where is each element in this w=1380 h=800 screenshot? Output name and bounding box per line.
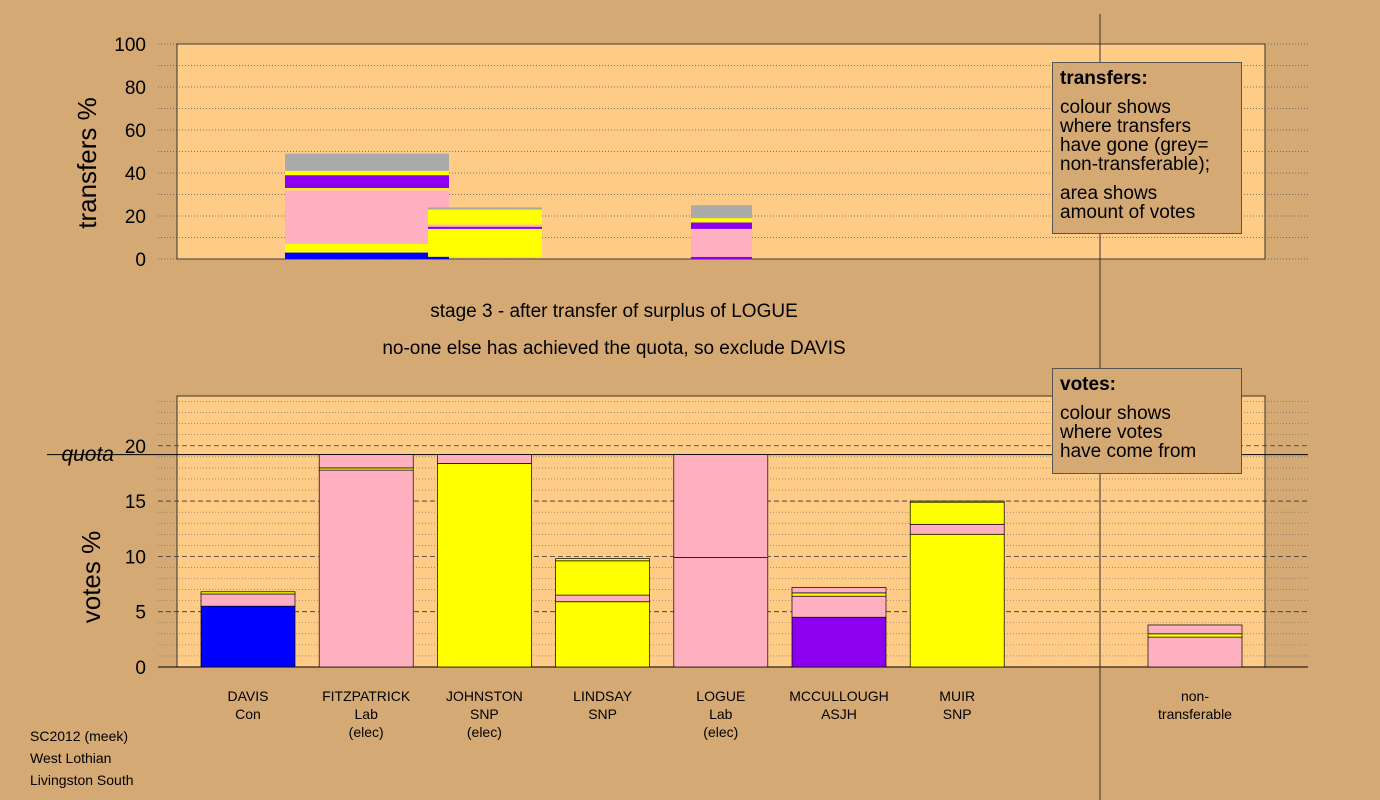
transfer-segment-fitzpatrick — [428, 226, 542, 229]
vote-segment-muir — [909, 523, 1005, 535]
footer-election: SC2012 (meek) — [30, 728, 129, 744]
votes-legend-title: votes: — [1060, 374, 1116, 395]
footer-ward: Livingston South — [30, 772, 134, 788]
transfer-segment-davis — [285, 153, 449, 171]
candidate-party: Lab — [354, 706, 378, 722]
votes-tick-label: 0 — [135, 658, 146, 679]
votes-tick-label: 10 — [125, 547, 146, 568]
candidate-name: JOHNSTON — [446, 688, 523, 704]
votes-axis-label: votes % — [76, 531, 106, 624]
vote-segment-non-transferable — [1147, 624, 1243, 635]
candidate-name: DAVIS — [227, 688, 269, 704]
candidate-label-fitzpatrick: FITZPATRICK Lab (elec) — [306, 687, 426, 741]
stage-title: stage 3 - after transfer of surplus of L… — [430, 301, 798, 322]
transfer-segment-fitzpatrick — [428, 207, 542, 210]
transfer-segment-davis — [285, 170, 449, 176]
transfer-segment-fitzpatrick — [428, 228, 542, 257]
footer-council: West Lothian — [30, 750, 112, 766]
votes-legend: votes: colour shows where votes have com… — [1052, 368, 1242, 474]
vote-segment-mccullough — [791, 616, 887, 668]
transfers-legend-text-2: area shows amount of votes — [1060, 183, 1196, 223]
vote-segment-fitzpatrick — [318, 454, 414, 469]
candidate-label-mccullough: MCCULLOUGH ASJH — [779, 687, 899, 723]
vote-segment-mccullough — [791, 587, 887, 594]
candidate-elected: (elec) — [703, 724, 739, 740]
candidate-label-non-transferable: non-transferable — [1135, 687, 1255, 723]
vote-segment-muir — [909, 500, 1005, 503]
transfer-segment-davis — [285, 190, 449, 244]
candidate-label-muir: MUIR SNP — [897, 687, 1017, 723]
transfers-legend-title: transfers: — [1060, 68, 1148, 89]
vote-segment-davis — [200, 605, 296, 668]
candidate-name: MUIR — [939, 688, 976, 704]
votes-tick-label: 15 — [125, 492, 146, 513]
transfers-legend-text-1: colour shows where transfers have gone (… — [1060, 97, 1210, 175]
candidate-label-lindsay: LINDSAY SNP — [543, 687, 663, 723]
vote-segment-muir — [909, 533, 1005, 668]
quota-label: quota — [61, 443, 114, 466]
candidate-elected: (elec) — [348, 724, 384, 740]
vote-segment-johnston — [437, 463, 532, 668]
vote-segment-lindsay — [555, 601, 650, 668]
candidate-name: MCCULLOUGH — [789, 688, 889, 704]
candidate-party: SNP — [942, 706, 972, 722]
vote-segment-johnston — [437, 454, 532, 464]
vote-segment-mccullough — [791, 592, 887, 597]
candidate-name: LOGUE — [696, 688, 746, 704]
non-transferable-label: non- — [1180, 688, 1210, 704]
candidate-party: SNP — [588, 706, 617, 722]
transfer-segment-logue — [691, 233, 752, 257]
transfers-legend: transfers: colour shows where transfers … — [1052, 62, 1242, 234]
candidate-party: SNP — [469, 706, 499, 722]
transfer-segment-davis — [285, 252, 449, 259]
candidate-party: ASJH — [821, 706, 857, 722]
stage-subtitle: no-one else has achieved the quota, so e… — [382, 338, 846, 359]
candidate-name: FITZPATRICK — [322, 688, 411, 704]
candidate-party: Lab — [709, 706, 733, 722]
candidate-elected: (elec) — [466, 724, 502, 740]
transfer-segment-logue — [691, 228, 752, 234]
vote-segment-muir — [909, 501, 1005, 525]
transfers-tick-label: 80 — [125, 78, 146, 99]
transfer-segment-davis — [285, 243, 449, 253]
vote-segment-fitzpatrick — [318, 469, 414, 668]
vote-segment-lindsay — [555, 594, 650, 603]
vote-segment-non-transferable — [1147, 633, 1243, 638]
candidate-label-johnston: JOHNSTON SNP (elec) — [424, 687, 544, 741]
transfer-segment-davis — [285, 175, 449, 189]
transfer-segment-davis — [285, 188, 449, 191]
candidate-name: LINDSAY — [573, 688, 633, 704]
transfer-segment-logue — [691, 256, 752, 259]
transfers-tick-label: 100 — [114, 35, 146, 56]
vote-segment-mccullough — [791, 595, 887, 618]
candidate-label-davis: DAVIS Con — [188, 687, 308, 723]
transfer-segment-logue — [691, 218, 752, 223]
transfers-tick-label: 20 — [125, 207, 146, 228]
votes-tick-label: 20 — [125, 437, 146, 458]
votes-legend-text: colour shows where votes have come from — [1060, 403, 1197, 462]
vote-segment-lindsay — [555, 558, 650, 562]
candidate-party: Con — [235, 706, 261, 722]
vote-segment-davis — [200, 591, 296, 595]
transfers-tick-label: 60 — [125, 121, 146, 142]
transfer-segment-logue — [691, 222, 752, 229]
transfers-tick-label: 0 — [135, 250, 146, 271]
footer: SC2012 (meek) West Lothian Livingston So… — [30, 725, 134, 791]
transfer-segment-fitzpatrick — [428, 209, 542, 225]
votes-tick-label: 5 — [135, 603, 146, 624]
vote-segment-davis — [200, 593, 296, 607]
candidate-label-logue: LOGUE Lab (elec) — [661, 687, 781, 741]
non-transferable-label: transferable — [1158, 706, 1232, 722]
vote-segment-lindsay — [555, 560, 650, 596]
vote-segment-logue — [673, 454, 769, 558]
transfer-segment-fitzpatrick — [428, 224, 542, 227]
vote-segment-non-transferable — [1147, 636, 1243, 668]
transfer-segment-logue — [691, 205, 752, 219]
transfers-axis-label: transfers % — [72, 97, 102, 229]
vote-segment-logue — [673, 557, 769, 668]
transfers-tick-label: 40 — [125, 164, 146, 185]
